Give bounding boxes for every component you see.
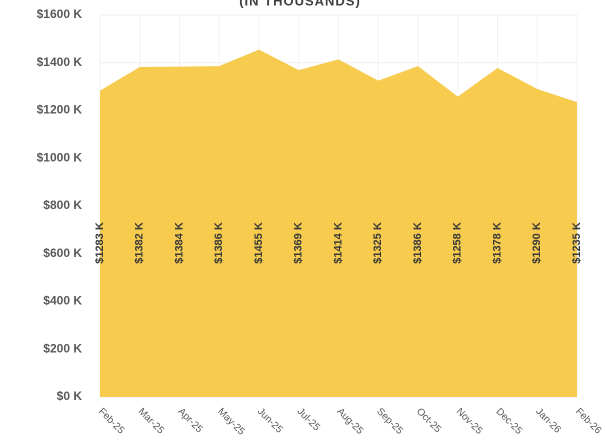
value-label: $1325 K: [372, 222, 384, 264]
value-label: $1384 K: [173, 222, 185, 264]
chart-title: (IN THOUSANDS): [239, 0, 361, 8]
x-tick-label: Sep-25: [374, 406, 405, 437]
y-tick-label: $1200 K: [37, 103, 83, 117]
y-tick-label: $0 K: [57, 389, 83, 403]
y-tick-label: $1400 K: [37, 55, 83, 69]
y-tick-label: $800 K: [43, 198, 82, 212]
x-tick-label: Jan-26: [533, 406, 563, 436]
value-label: $1386 K: [213, 222, 225, 264]
x-tick-label: Oct-25: [414, 406, 443, 435]
y-tick-label: $600 K: [43, 246, 82, 260]
x-tick-label: Jul-25: [295, 406, 322, 433]
value-label: $1258 K: [452, 222, 464, 264]
x-tick-label: Dec-25: [494, 406, 525, 437]
value-label: $1382 K: [134, 222, 146, 264]
y-tick-label: $200 K: [43, 341, 82, 355]
area: [100, 49, 577, 398]
value-label: $1378 K: [491, 222, 503, 264]
x-tick-label: Nov-25: [454, 406, 485, 437]
value-label: $1369 K: [293, 222, 305, 264]
x-tick-label: May-25: [215, 406, 247, 438]
y-tick-label: $1600 K: [37, 7, 83, 21]
value-label: $1235 K: [571, 222, 583, 264]
x-tick-label: Jun-25: [255, 406, 285, 436]
x-tick-label: Feb-25: [96, 406, 126, 436]
value-label: $1455 K: [253, 222, 265, 264]
value-label: $1386 K: [412, 222, 424, 264]
x-tick-label: Mar-25: [136, 406, 166, 436]
x-tick-label: Aug-25: [335, 406, 366, 437]
y-tick-label: $1000 K: [37, 150, 83, 164]
y-tick-label: $400 K: [43, 294, 82, 308]
x-tick-label: Apr-25: [176, 406, 205, 435]
value-label: $1290 K: [531, 222, 543, 264]
value-label: $1283 K: [94, 222, 106, 264]
value-label: $1414 K: [332, 222, 344, 264]
x-tick-label: Feb-26: [573, 406, 603, 436]
